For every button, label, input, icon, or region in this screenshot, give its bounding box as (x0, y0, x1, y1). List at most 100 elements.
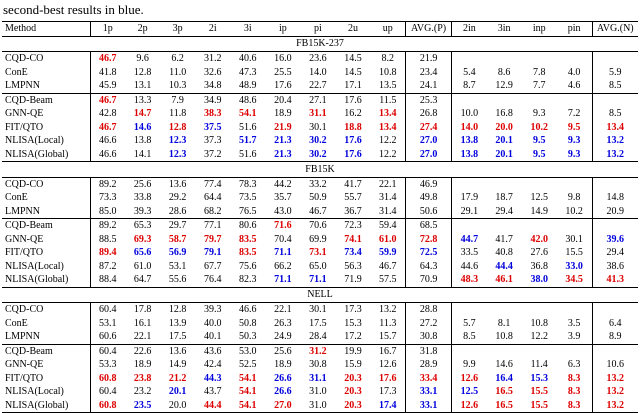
data-cell (591, 92, 638, 107)
data-cell: 29.1 (460, 205, 479, 217)
table-row: ConE 73.3 33.8 29.2 64.4 73.5 35.7 50.9 55.7 31.4… (2, 191, 638, 205)
method-name: GNN-QE (2, 358, 91, 372)
data-cell (452, 52, 487, 66)
data-cell: 8.1 (497, 317, 511, 329)
column-header-2in: 2in (451, 21, 487, 37)
data-cell: 5.7 (463, 317, 476, 329)
method-name: CQD-Beam (2, 218, 91, 233)
data-cell: 46.7 (99, 53, 117, 64)
data-cell: 14.1 (133, 148, 152, 160)
data-cell: 13.2 (379, 304, 397, 315)
data-cell: 61.0 (133, 260, 152, 272)
data-cell: 5.9 (591, 65, 638, 79)
table-row: NLISA(Local) 87.2 61.0 53.1 67.7 75.6 66.2 65.0… (2, 259, 638, 273)
data-cell: 73.4 (344, 247, 362, 258)
data-cell: 8.7 (463, 80, 476, 91)
column-header-1p: 1p (90, 21, 126, 37)
section-band: FB15K (2, 161, 638, 178)
data-cell: 12.6 (451, 398, 487, 413)
data-cell: 21.9 (274, 121, 292, 133)
data-cell: 13.2 (591, 385, 638, 399)
data-cell: 31.0 (300, 398, 336, 413)
data-cell: 7.8 (532, 66, 546, 78)
data-cell: 60.8 (90, 398, 126, 413)
data-cell: 88.5 (99, 233, 117, 245)
data-cell: 27.0 (405, 147, 453, 162)
data-cell: 50.9 (309, 192, 327, 203)
method-name: NLISA(Local) (2, 259, 91, 273)
data-cell: 40.6 (239, 53, 257, 64)
data-cell: 89.4 (99, 247, 117, 258)
data-cell: 47.3 (239, 66, 257, 78)
data-cell: 13.8 (133, 135, 152, 146)
data-cell: 41.3 (591, 273, 638, 287)
data-cell: 79.1 (203, 247, 222, 258)
data-cell: 14.6 (495, 359, 513, 370)
column-header-2p: 2p (125, 21, 161, 37)
table-body: FB15K-237 CQD-CO 46.7 9.6 6.2 31.2 40.6 16.0 23.… (2, 35, 638, 413)
data-cell (522, 303, 557, 317)
data-cell: 20.3 (344, 386, 362, 397)
data-cell: 32.6 (203, 66, 222, 78)
data-cell: 9.5 (567, 121, 581, 133)
data-cell: 16.2 (344, 108, 362, 119)
data-cell: 60.6 (99, 331, 117, 342)
data-cell: 22.6 (125, 343, 161, 358)
data-cell (557, 52, 592, 66)
data-cell (521, 343, 557, 358)
data-cell: 14.5 (344, 53, 362, 64)
data-cell (487, 303, 522, 317)
table-row: LMPNN 45.9 13.1 10.3 34.8 48.9 17.6 22.7 17.1 13.… (2, 79, 638, 93)
data-cell: 13.4 (379, 121, 397, 133)
data-cell: 26.6 (274, 372, 292, 384)
section-title: FB15K (2, 161, 638, 178)
data-cell: 36.7 (344, 205, 362, 217)
data-cell: 51.6 (239, 121, 257, 133)
data-cell: 10.6 (591, 358, 638, 372)
data-cell: 9.3 (567, 135, 581, 146)
data-cell: 72.8 (405, 232, 453, 246)
method-name: CQD-Beam (2, 343, 91, 358)
data-cell: 78.3 (239, 178, 257, 190)
method-name: CQD-Beam (2, 92, 91, 107)
data-cell: 12.5 (530, 192, 548, 203)
method-name: NLISA(Local) (2, 385, 91, 399)
data-cell: 79.7 (203, 233, 222, 245)
column-header-ip: ip (265, 21, 301, 37)
data-cell: 3.5 (567, 317, 581, 329)
data-cell: 15.5 (521, 398, 557, 413)
data-cell: 64.7 (133, 274, 152, 285)
column-header-2i: 2i (195, 21, 231, 37)
data-cell: 20.3 (344, 372, 362, 384)
caption-fragment: second-best results in blue. (3, 2, 144, 17)
data-cell: 45.9 (99, 80, 117, 91)
table-row: NLISA(Local) 46.6 13.8 12.3 37.3 51.7 21.3 30.2… (2, 134, 638, 148)
data-cell: 17.6 (344, 148, 362, 160)
data-cell: 44.4 (495, 260, 513, 272)
data-cell: 82.3 (239, 274, 257, 285)
data-cell (452, 303, 487, 317)
data-cell: 36.8 (530, 260, 548, 272)
data-cell: 60.4 (99, 304, 117, 315)
data-cell: 26.6 (274, 386, 292, 397)
data-cell: 20.1 (495, 135, 513, 146)
data-cell: 71.1 (309, 274, 327, 285)
data-cell: 37.3 (203, 135, 222, 146)
data-cell: 73.1 (309, 247, 327, 258)
data-cell: 64.4 (203, 192, 222, 203)
data-cell: 28.6 (168, 205, 187, 217)
table-row: CQD-CO 46.7 9.6 6.2 31.2 40.6 16.0 23.6 14.5 8.2 2… (2, 51, 638, 66)
data-cell: 69.3 (133, 233, 152, 245)
data-cell: 7.7 (532, 80, 546, 91)
data-cell: 44.4 (195, 398, 231, 413)
data-cell (451, 343, 487, 358)
data-cell (591, 218, 638, 233)
data-cell: 10.2 (565, 205, 583, 217)
data-cell: 10.3 (168, 80, 187, 91)
data-cell: 70.9 (405, 273, 453, 287)
data-cell: 13.2 (591, 134, 638, 148)
data-cell: 44.3 (203, 372, 222, 384)
data-cell (591, 51, 638, 66)
data-cell: 77.4 (203, 178, 222, 190)
data-cell: 12.6 (460, 372, 479, 384)
